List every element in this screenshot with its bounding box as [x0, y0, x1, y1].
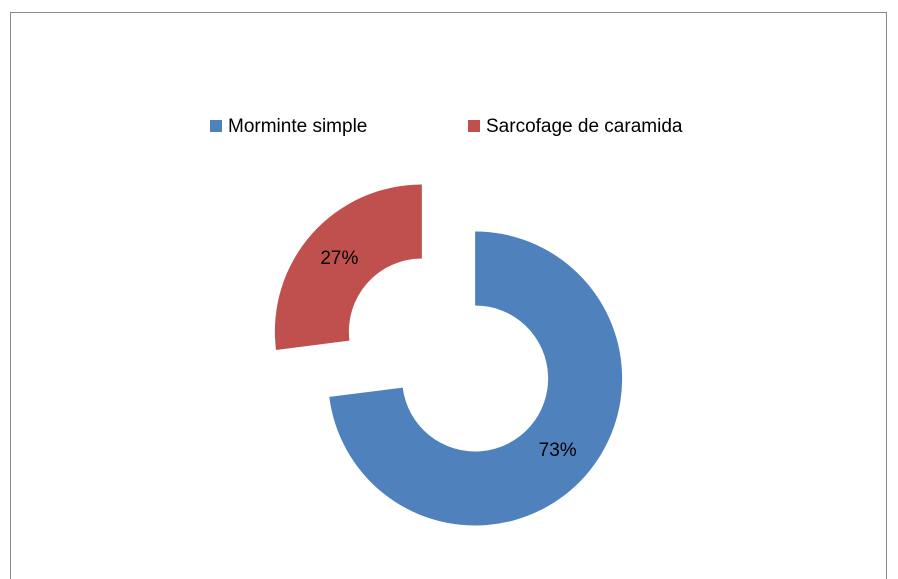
donut-slice — [274, 184, 422, 350]
legend-label: Sarcofage de caramida — [486, 116, 683, 137]
donut-slice — [329, 231, 623, 526]
data-label: 73% — [539, 440, 577, 461]
legend-label: Morminte simple — [228, 116, 367, 137]
data-label: 27% — [320, 248, 358, 269]
legend-swatch — [468, 120, 480, 132]
legend-swatch — [210, 120, 222, 132]
